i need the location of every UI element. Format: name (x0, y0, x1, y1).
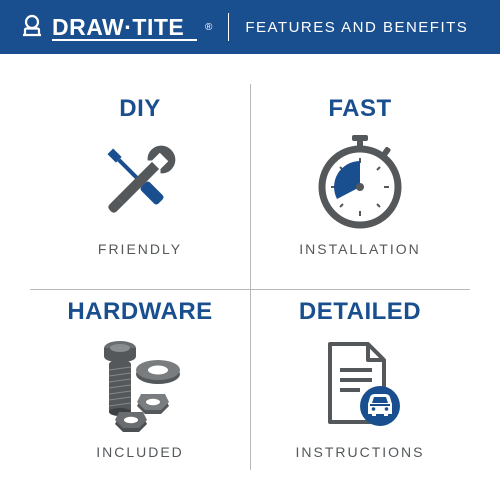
brand-name: DRAW·TITE (52, 14, 197, 41)
feature-subtitle: INCLUDED (96, 444, 184, 460)
brand-logo: DRAW·TITE ® (18, 13, 212, 41)
feature-diy: DIY FRIENDLY (30, 74, 250, 277)
document-car-icon (310, 334, 410, 434)
stopwatch-icon (310, 131, 410, 231)
header-bar: DRAW·TITE ® FEATURES AND BENEFITS (0, 0, 500, 54)
bolt-nuts-icon (85, 334, 195, 434)
feature-hardware: HARDWARE (30, 277, 250, 480)
feature-title: FAST (328, 95, 391, 123)
feature-subtitle: INSTRUCTIONS (296, 444, 425, 460)
tools-icon (90, 131, 190, 231)
brand-name-wrap: DRAW·TITE (52, 14, 197, 41)
feature-subtitle: INSTALLATION (299, 241, 421, 257)
registered-mark: ® (205, 22, 212, 33)
feature-subtitle: FRIENDLY (98, 241, 182, 257)
header-tagline: FEATURES AND BENEFITS (245, 19, 468, 36)
feature-title: HARDWARE (67, 298, 212, 326)
feature-title: DIY (119, 95, 161, 123)
header-divider (228, 13, 229, 41)
features-grid: DIY FRIENDLY FAST (0, 54, 500, 500)
feature-fast: FAST (250, 74, 470, 277)
feature-detailed: DETAILED INSTRUCTIONS (250, 277, 470, 480)
hitch-ball-icon (18, 13, 46, 41)
feature-title: DETAILED (299, 298, 421, 326)
